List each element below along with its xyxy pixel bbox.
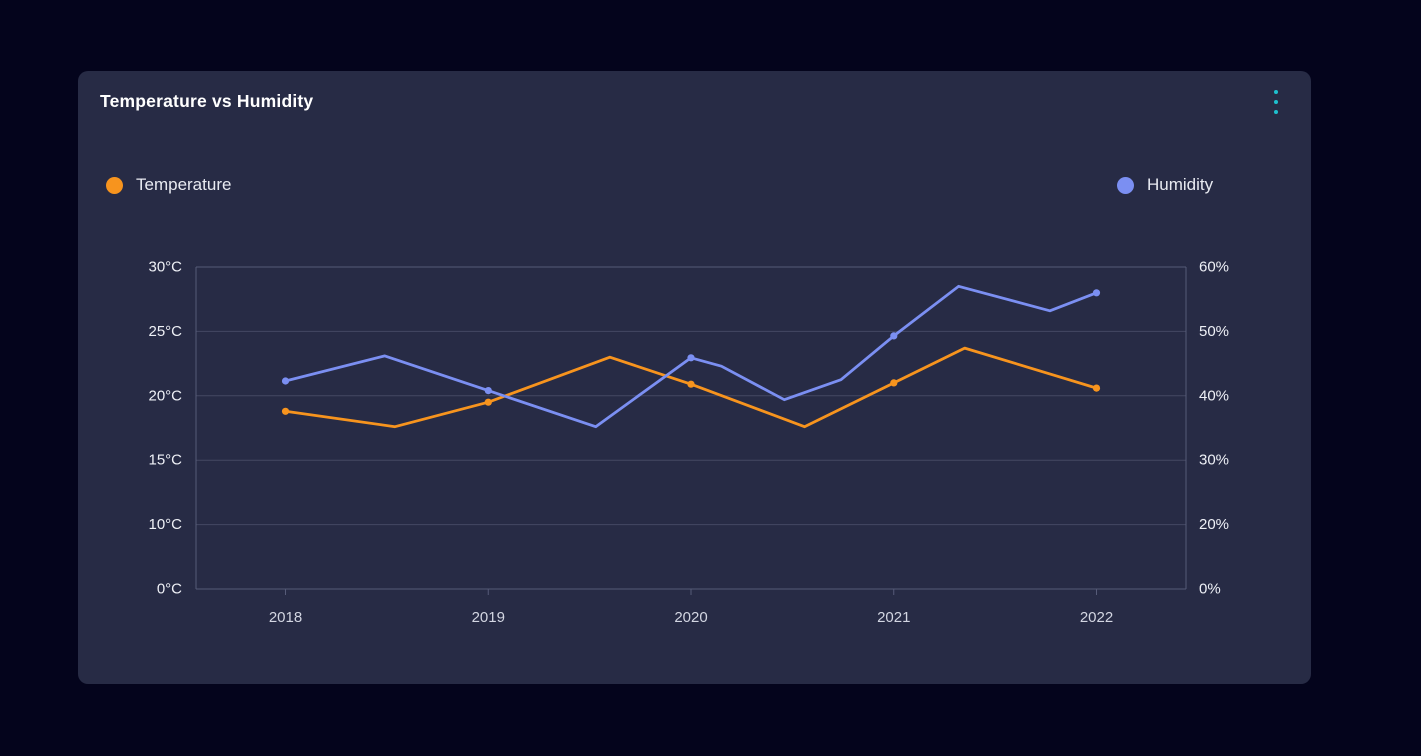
data-point-humidity [890, 332, 898, 340]
kebab-dot-icon [1274, 110, 1278, 114]
y-axis-label-left: 10°C [148, 516, 182, 533]
y-axis-label-left: 30°C [148, 259, 182, 276]
chart-card: Temperature vs Humidity Temperature Humi… [78, 71, 1311, 684]
x-axis-label: 2021 [877, 609, 910, 626]
kebab-dot-icon [1274, 100, 1278, 104]
data-point-temperature [1092, 384, 1101, 392]
legend-label-humidity: Humidity [1147, 175, 1214, 194]
data-point-humidity [484, 387, 492, 395]
y-axis-label-left: 0°C [157, 581, 182, 598]
y-axis-label-right: 60% [1199, 259, 1229, 276]
data-point-temperature [687, 380, 695, 388]
legend-dot-temperature-icon [106, 176, 123, 194]
data-point-humidity [687, 354, 695, 362]
y-axis-label-left: 20°C [148, 387, 182, 404]
y-axis-label-right: 30% [1199, 452, 1229, 469]
y-axis-label-right: 20% [1199, 516, 1229, 533]
more-options-button[interactable] [1262, 83, 1290, 121]
data-point-temperature [281, 407, 290, 415]
legend-item-temperature[interactable]: Temperature [106, 175, 231, 195]
data-point-humidity [1092, 289, 1101, 297]
data-point-temperature [484, 398, 492, 406]
legend-item-humidity[interactable]: Humidity [1117, 175, 1213, 195]
data-point-humidity [281, 377, 290, 385]
y-axis-label-left: 15°C [148, 452, 182, 469]
data-point-temperature [890, 379, 898, 387]
line-chart: 30°C 25°C 20°C 15°C 10°C 0°C 60% 50% 40% 30% 20% 0%… [148, 259, 1229, 627]
legend-dot-humidity-icon [1117, 176, 1134, 194]
y-axis-label-right: 50% [1199, 323, 1229, 340]
x-axis-label: 2020 [674, 609, 707, 626]
legend-label-temperature: Temperature [136, 175, 232, 194]
y-axis-label-left: 25°C [148, 323, 182, 340]
x-axis-label: 2019 [472, 609, 505, 626]
x-axis-label: 2022 [1080, 609, 1113, 626]
chart-title: Temperature vs Humidity [100, 91, 314, 111]
x-axis-label: 2018 [269, 609, 302, 626]
kebab-dot-icon [1274, 90, 1278, 94]
y-axis-label-right: 0% [1199, 581, 1221, 598]
y-axis-label-right: 40% [1199, 387, 1229, 404]
series-line-humidity [284, 284, 1098, 429]
